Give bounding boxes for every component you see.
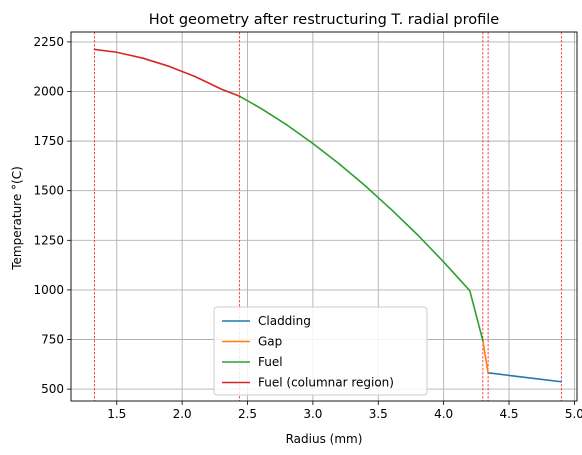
y-tick-label: 750 <box>41 333 64 347</box>
x-tick-label: 5.0 <box>565 407 582 421</box>
x-tick-label: 1.5 <box>107 407 126 421</box>
series-line-cladding <box>487 372 563 383</box>
legend-label: Gap <box>258 335 282 349</box>
y-tick-label: 500 <box>41 382 64 396</box>
legend-label: Fuel (columnar region) <box>258 376 394 390</box>
legend-label: Cladding <box>258 314 311 328</box>
legend-label: Fuel <box>258 355 283 369</box>
series-line-fuel-columnar-region <box>93 48 241 98</box>
x-tick-label: 2.5 <box>238 407 257 421</box>
vertical-reference-lines <box>94 32 562 401</box>
grid-lines <box>71 32 577 401</box>
y-tick-label: 1500 <box>33 184 64 198</box>
legend: Cladding Gap Fuel Fuel (columnar region) <box>213 306 428 396</box>
series-line-gap <box>482 339 489 374</box>
chart-title: Hot geometry after restructuring T. radi… <box>149 12 499 28</box>
x-tick-label: 3.5 <box>369 407 388 421</box>
y-tick-label: 1000 <box>33 283 64 297</box>
x-tick-label: 4.5 <box>499 407 518 421</box>
legend-box <box>213 306 428 396</box>
plot-frame <box>70 31 578 402</box>
x-tick-label: 2.0 <box>173 407 192 421</box>
y-tick-label: 1750 <box>33 134 64 148</box>
y-tick-label: 2250 <box>33 35 64 49</box>
y-axis-ticks: 500 750 1000 1250 1500 1750 2000 2250 <box>33 35 71 396</box>
x-tick-label: 3.0 <box>303 407 322 421</box>
x-tick-label: 4.0 <box>434 407 453 421</box>
x-axis-label: Radius (mm) <box>286 432 363 446</box>
y-tick-label: 1250 <box>33 233 64 247</box>
series-layer <box>93 48 563 383</box>
y-axis-label: Temperature °(C) <box>10 166 24 271</box>
y-tick-label: 2000 <box>33 85 64 99</box>
series-line-fuel <box>238 95 484 342</box>
x-axis-ticks: 1.5 2.0 2.5 3.0 3.5 4.0 4.5 5.0 <box>107 401 582 421</box>
